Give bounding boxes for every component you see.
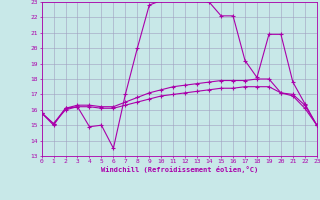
X-axis label: Windchill (Refroidissement éolien,°C): Windchill (Refroidissement éolien,°C) bbox=[100, 166, 258, 173]
